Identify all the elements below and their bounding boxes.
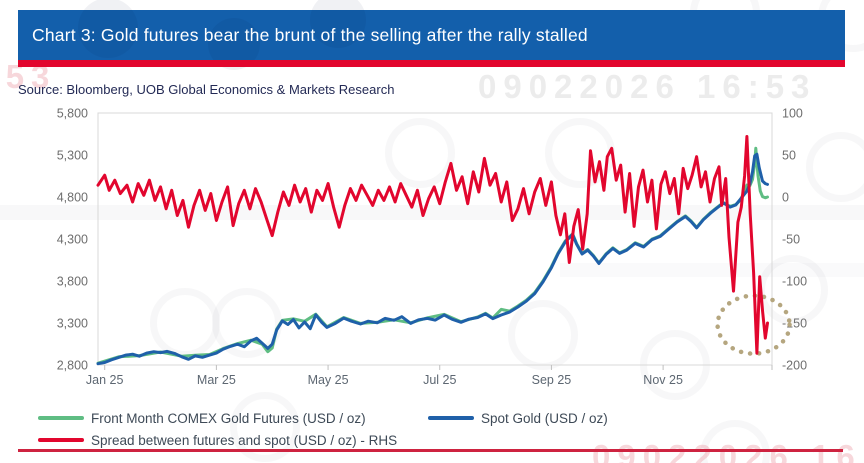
futures-legend-label: Front Month COMEX Gold Futures (USD / oz… [91, 410, 366, 426]
y-right-tick-label: 50 [782, 149, 796, 163]
y-right-tick-label: -50 [782, 233, 800, 247]
watermark-band [560, 263, 864, 277]
chart-title-bar: Chart 3: Gold futures bear the brunt of … [18, 0, 845, 70]
x-tick-label: Jan 25 [86, 373, 124, 387]
y-left-tick-label: 3,800 [57, 275, 88, 289]
spread-legend-swatch [38, 437, 84, 443]
futures-legend-swatch [38, 415, 84, 421]
watermark-ring [700, 420, 770, 463]
spot-legend-swatch [428, 415, 474, 421]
series-line-futures [96, 146, 769, 365]
series-line-spread [96, 135, 769, 355]
spread-collapse-annotation [715, 293, 792, 356]
legend-item-spread: Spread between futures and spot (USD / o… [38, 432, 397, 448]
plot-border [97, 112, 773, 366]
legend-item-spot: Spot Gold (USD / oz) [428, 410, 608, 426]
page-bottom-rule [18, 449, 843, 452]
y-left-tick-label: 5,800 [57, 107, 88, 121]
x-tick-label: Jul 25 [423, 373, 456, 387]
y-left-tick-label: 4,300 [57, 233, 88, 247]
y-left-tick-label: 3,300 [57, 317, 88, 331]
y-left-tick-label: 4,800 [57, 191, 88, 205]
x-tick-label: May 25 [308, 373, 349, 387]
watermark-ring [385, 118, 455, 188]
titlebar-decor-circle [310, 0, 366, 48]
y-right-tick-label: -200 [782, 359, 807, 373]
timestamp-watermark: 09022026 16:53 [478, 68, 817, 105]
y-left-tick-label: 5,300 [57, 149, 88, 163]
title-accent-rule [18, 60, 845, 67]
x-tick-label: Sep 25 [532, 373, 572, 387]
watermark-ring [212, 288, 282, 358]
watermark-ring [758, 255, 828, 325]
chart-title: Chart 3: Gold futures bear the brunt of … [32, 25, 588, 45]
spot-legend-label: Spot Gold (USD / oz) [481, 410, 608, 426]
watermark-ring [545, 118, 615, 188]
y-left-tick-label: 2,800 [57, 359, 88, 373]
spread-legend-label: Spread between futures and spot (USD / o… [91, 432, 398, 448]
x-tick-label: Mar 25 [197, 373, 236, 387]
y-right-tick-label: 0 [782, 191, 789, 205]
watermark-ring [640, 330, 710, 400]
watermark-ring [508, 300, 578, 370]
y-right-tick-label: -150 [782, 317, 807, 331]
y-right-tick-label: -100 [782, 275, 807, 289]
watermark-ring [230, 392, 300, 462]
watermark-band [0, 205, 864, 220]
legend-item-futures: Front Month COMEX Gold Futures (USD / oz… [38, 410, 366, 426]
x-tick-label: Nov 25 [643, 373, 683, 387]
titlebar-decor-circle [78, 0, 138, 58]
y-right-tick-label: 100 [782, 107, 803, 121]
watermark-ring [150, 288, 220, 358]
watermark-ring [806, 132, 864, 202]
series-line-spot [96, 152, 769, 366]
source-attribution: Source: Bloomberg, UOB Global Economics … [18, 82, 395, 97]
